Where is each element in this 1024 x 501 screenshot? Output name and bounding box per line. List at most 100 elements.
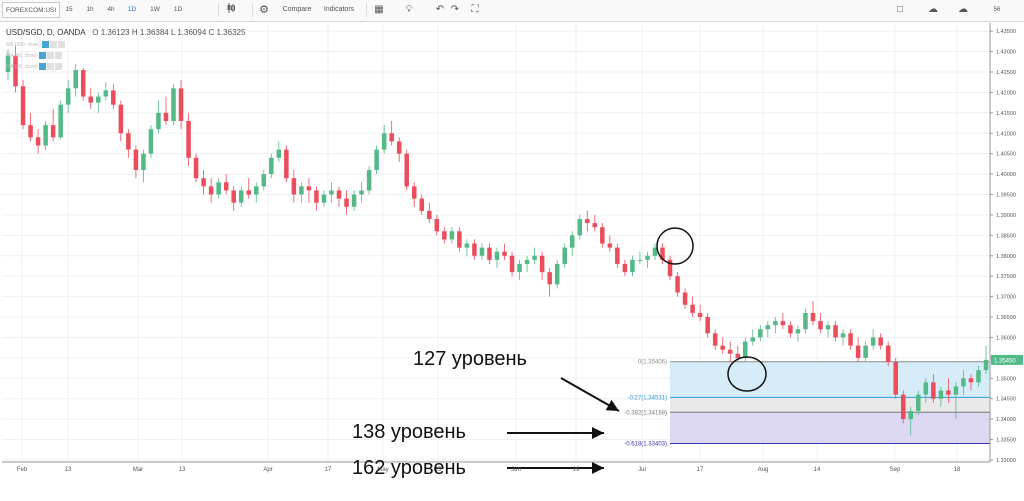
timeframe-4h-button[interactable]: 4h: [107, 6, 115, 13]
candle-body: [351, 194, 357, 207]
candlestick-series: [5, 45, 989, 436]
timeframe-custom-button[interactable]: 1D: [173, 6, 183, 13]
compare-button[interactable]: Compare: [282, 6, 312, 13]
fib-level-label: -0.27(1.34531): [628, 395, 667, 401]
candle: [810, 300, 816, 326]
candle: [600, 223, 605, 248]
candle: [141, 149, 146, 183]
candle: [630, 255, 635, 277]
candle: [509, 251, 515, 277]
candle: [148, 125, 154, 158]
time-tick-label: Sep: [890, 467, 901, 473]
candle: [208, 178, 214, 203]
candle: [923, 378, 929, 403]
candle: [825, 321, 831, 338]
candle-body: [968, 378, 974, 383]
candle: [366, 165, 372, 195]
candle-body: [735, 353, 740, 358]
candle-body: [539, 255, 545, 273]
candle-body: [908, 410, 914, 420]
candle-body: [697, 312, 703, 318]
candle-body: [667, 259, 673, 277]
undo-icon[interactable]: ↶: [435, 4, 445, 15]
timeframe-1h-button[interactable]: 1h: [86, 6, 94, 13]
candle-body: [396, 141, 402, 154]
candle: [953, 382, 959, 420]
color-square-icon[interactable]: □: [896, 4, 904, 15]
candle: [96, 92, 101, 113]
symbol-search-input[interactable]: FOREXCOM:USI: [2, 2, 60, 18]
account-button[interactable]: 56: [993, 7, 1001, 13]
candle-body: [427, 210, 432, 220]
timeframe-1d-button[interactable]: 1D: [127, 6, 137, 13]
cloud-download-icon[interactable]: ☁: [958, 4, 968, 15]
fullscreen-icon[interactable]: ⛶: [471, 4, 479, 15]
candle: [900, 390, 906, 424]
candle: [223, 174, 229, 195]
candle-body: [381, 133, 387, 150]
candle-body: [163, 112, 169, 122]
timeframe-1w-button[interactable]: 1W: [150, 6, 160, 13]
price-tick-label: 1.41000: [996, 131, 1016, 137]
candle-body: [750, 337, 756, 342]
candle-body: [720, 345, 725, 350]
candle-style-icon[interactable]: [224, 2, 238, 18]
candle-body: [246, 190, 251, 195]
annotation-138-level: 138 уровень: [352, 421, 466, 443]
candle: [607, 235, 613, 252]
timeframe-15-button[interactable]: 15: [65, 6, 73, 13]
candle-body: [585, 219, 590, 224]
candle: [434, 214, 440, 236]
gear-icon[interactable]: ⚙: [259, 4, 269, 16]
annotation-arrows: [507, 377, 620, 474]
indicators-button[interactable]: Indicators: [323, 6, 355, 13]
candle-body: [472, 243, 477, 256]
candle: [690, 296, 695, 318]
candle: [532, 247, 537, 264]
candle-body: [193, 157, 199, 179]
candle-body: [855, 345, 861, 358]
candle-body: [938, 390, 944, 399]
fibonacci-extension: 0(1.35406) -0.27(1.34531) -0.382(1.34168) -…: [624, 360, 990, 448]
candle: [615, 243, 620, 269]
fib-level-label: -0.618(1.33403): [624, 442, 667, 448]
candle: [381, 125, 387, 154]
candle: [637, 251, 643, 264]
candle-body: [336, 190, 342, 199]
candle-body: [156, 112, 161, 130]
indicator-row[interactable]: MA (200, close): [6, 41, 65, 50]
candle-body: [389, 133, 394, 142]
candle-body: [65, 88, 71, 105]
candle: [517, 259, 522, 281]
candle: [487, 243, 492, 264]
close-icon: [54, 52, 62, 59]
candle: [374, 145, 379, 175]
time-tick-label: Feb: [17, 467, 28, 473]
last-price-badge: [991, 354, 1023, 365]
candle: [983, 345, 989, 375]
candle-body: [803, 312, 808, 330]
candle: [231, 186, 236, 211]
redo-icon[interactable]: ↷: [450, 4, 460, 15]
cloud-upload-icon[interactable]: ☁: [928, 4, 938, 15]
candle: [276, 141, 282, 162]
price-tick-label: 1.33000: [996, 458, 1016, 464]
chart-layout-icon[interactable]: ▦: [374, 4, 384, 15]
fib-zone: [670, 361, 990, 398]
eye-icon: [38, 52, 46, 59]
indicator-row[interactable]: MA (50, close): [6, 52, 62, 61]
candle-body: [20, 86, 26, 126]
time-tick-label: Aug: [758, 467, 769, 473]
fib-zone: [670, 412, 990, 444]
candle-body: [592, 223, 598, 228]
candle: [547, 268, 552, 297]
candle: [908, 406, 914, 436]
indicator-row[interactable]: MA (20, close): [6, 63, 62, 72]
candle: [427, 202, 432, 224]
lightbulb-icon[interactable]: 💡︎: [405, 4, 413, 15]
candle-body: [487, 247, 492, 260]
candle-body: [705, 317, 710, 334]
candle-body: [600, 227, 605, 244]
candle-body: [743, 341, 748, 358]
